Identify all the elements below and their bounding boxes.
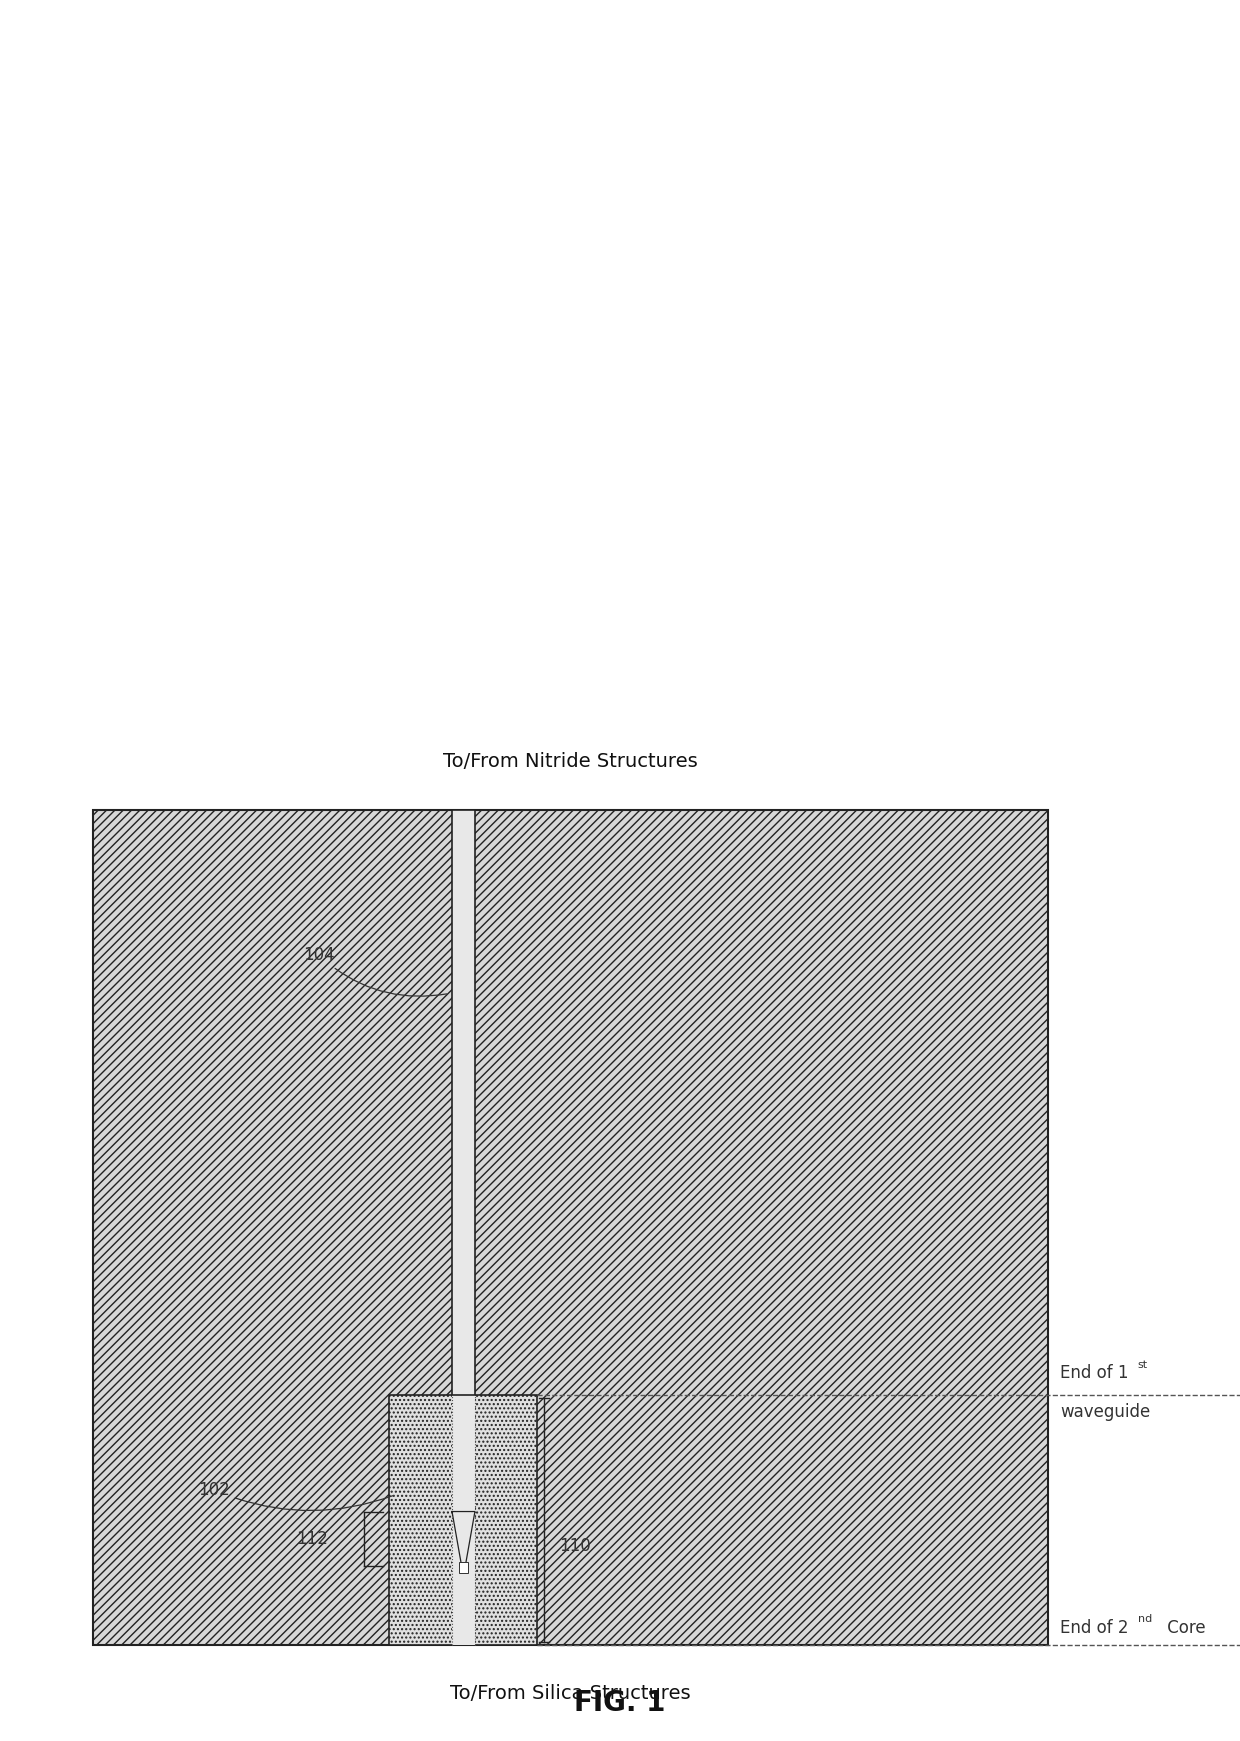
Text: To/From Silica Structures: To/From Silica Structures bbox=[450, 1684, 691, 1703]
Text: End of 1: End of 1 bbox=[1060, 1365, 1128, 1382]
Bar bbox=[453, 810, 475, 1645]
Text: nd: nd bbox=[1138, 1614, 1152, 1624]
Text: To/From Nitride Structures: To/From Nitride Structures bbox=[443, 752, 698, 771]
Text: End of 2: End of 2 bbox=[1060, 1619, 1128, 1637]
Text: waveguide: waveguide bbox=[1060, 1403, 1151, 1421]
Text: 102: 102 bbox=[198, 1482, 393, 1511]
Text: 112: 112 bbox=[296, 1530, 327, 1548]
Text: 110: 110 bbox=[559, 1537, 591, 1555]
Bar bbox=[389, 1395, 537, 1645]
Text: FIG. 1: FIG. 1 bbox=[574, 1689, 666, 1717]
Bar bbox=[93, 810, 1048, 1645]
Text: Core: Core bbox=[1162, 1619, 1205, 1637]
Text: 104: 104 bbox=[303, 945, 446, 996]
Bar bbox=[459, 1562, 469, 1572]
Bar bbox=[453, 810, 475, 1395]
Text: st: st bbox=[1137, 1360, 1147, 1370]
